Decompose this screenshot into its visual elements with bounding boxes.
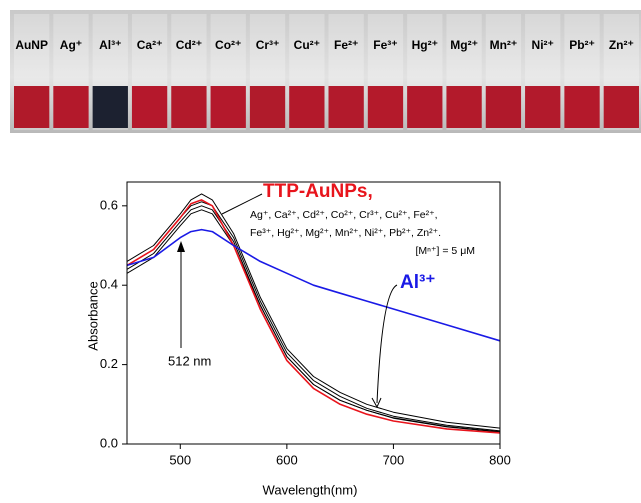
annotation: 512 nm	[168, 353, 211, 368]
cuvette-liquid	[249, 86, 286, 128]
series-line	[126, 193, 501, 429]
pointer	[376, 284, 398, 404]
cuvette-liquid	[367, 86, 404, 128]
y-tick-label: 0.2	[100, 356, 118, 371]
cuvette-label: Hg²⁺	[412, 38, 438, 52]
cuvette-liquid	[14, 86, 50, 128]
y-axis-label: Absorbance	[85, 281, 100, 350]
annotation: Al³⁺	[400, 272, 435, 293]
cuvette-label: Cr³⁺	[256, 38, 280, 52]
cuvette-label: Zn²⁺	[609, 38, 634, 52]
series-line	[126, 228, 501, 342]
cuvette-liquid	[53, 86, 89, 128]
cuvette-liquid	[446, 86, 482, 128]
annotation: Fe³⁺, Hg²⁺, Mg²⁺, Mn²⁺, Ni²⁺, Pb²⁺, Zn²⁺…	[250, 227, 441, 239]
cuvette-liquid	[407, 86, 443, 128]
x-tick-label: 700	[383, 452, 405, 467]
x-tick-label: 500	[169, 452, 191, 467]
cuvette-label: Al³⁺	[99, 38, 121, 52]
cuvette-label: Cu²⁺	[294, 38, 320, 52]
series-line	[126, 205, 501, 433]
series-line	[126, 209, 501, 433]
x-axis-label: Wavelength(nm)	[263, 482, 358, 497]
cuvette-liquid	[603, 86, 639, 128]
cuvette-liquid	[564, 86, 600, 128]
cuvette-liquid	[92, 86, 128, 128]
pointer-head	[371, 397, 382, 409]
cuvette-liquid	[171, 86, 207, 128]
cuvette-label: Fe³⁺	[373, 38, 397, 52]
cuvette-liquid	[328, 86, 364, 128]
cuvette-label: Ni²⁺	[532, 38, 554, 52]
cuvette-liquid	[289, 86, 325, 128]
x-tick-label: 600	[276, 452, 298, 467]
y-tick-label: 0.4	[100, 277, 118, 292]
cuvette-label: AuNP	[15, 38, 48, 52]
cuvette-label: Ag⁺	[60, 38, 82, 52]
pointer-head	[177, 241, 185, 252]
plot: 500 600 700 800 0.0 0.2 0.4 0.6	[100, 181, 511, 467]
cuvette-liquid	[525, 86, 561, 128]
annotation: TTP-AuNPs,	[263, 181, 373, 202]
y-tick-label: 0.0	[100, 435, 118, 450]
cuvette-label: Fe²⁺	[334, 38, 358, 52]
plot-frame	[126, 181, 501, 445]
cuvette-photo: AuNP Ag⁺ Al³⁺ Ca²⁺ Cd²⁺ Co²⁺ Cr³⁺ Cu²⁺ Fe²⁺ Fe³⁺ H…	[14, 14, 639, 130]
x-tick-label: 800	[489, 452, 511, 467]
cuvette-liquid	[131, 86, 168, 128]
cuvette-liquid	[485, 86, 522, 128]
cuvette-label: Mg²⁺	[450, 38, 478, 52]
cuvette-liquid	[210, 86, 246, 128]
cuvette-label: Cd²⁺	[176, 38, 202, 52]
annotation: Ag⁺, Ca²⁺, Cd²⁺, Co²⁺, Cr³⁺, Cu²⁺, Fe²⁺,	[250, 209, 438, 221]
y-tick-label: 0.6	[100, 197, 118, 212]
cuvette-label: Mn²⁺	[490, 38, 518, 52]
cuvette-label: Co²⁺	[215, 38, 241, 52]
annotation: [Mⁿ⁺] = 5 μM	[416, 245, 475, 257]
cuvette-label: Ca²⁺	[137, 38, 163, 52]
cuvette-label: Pb²⁺	[569, 38, 595, 52]
pointer	[221, 193, 263, 215]
series-line	[126, 199, 501, 434]
